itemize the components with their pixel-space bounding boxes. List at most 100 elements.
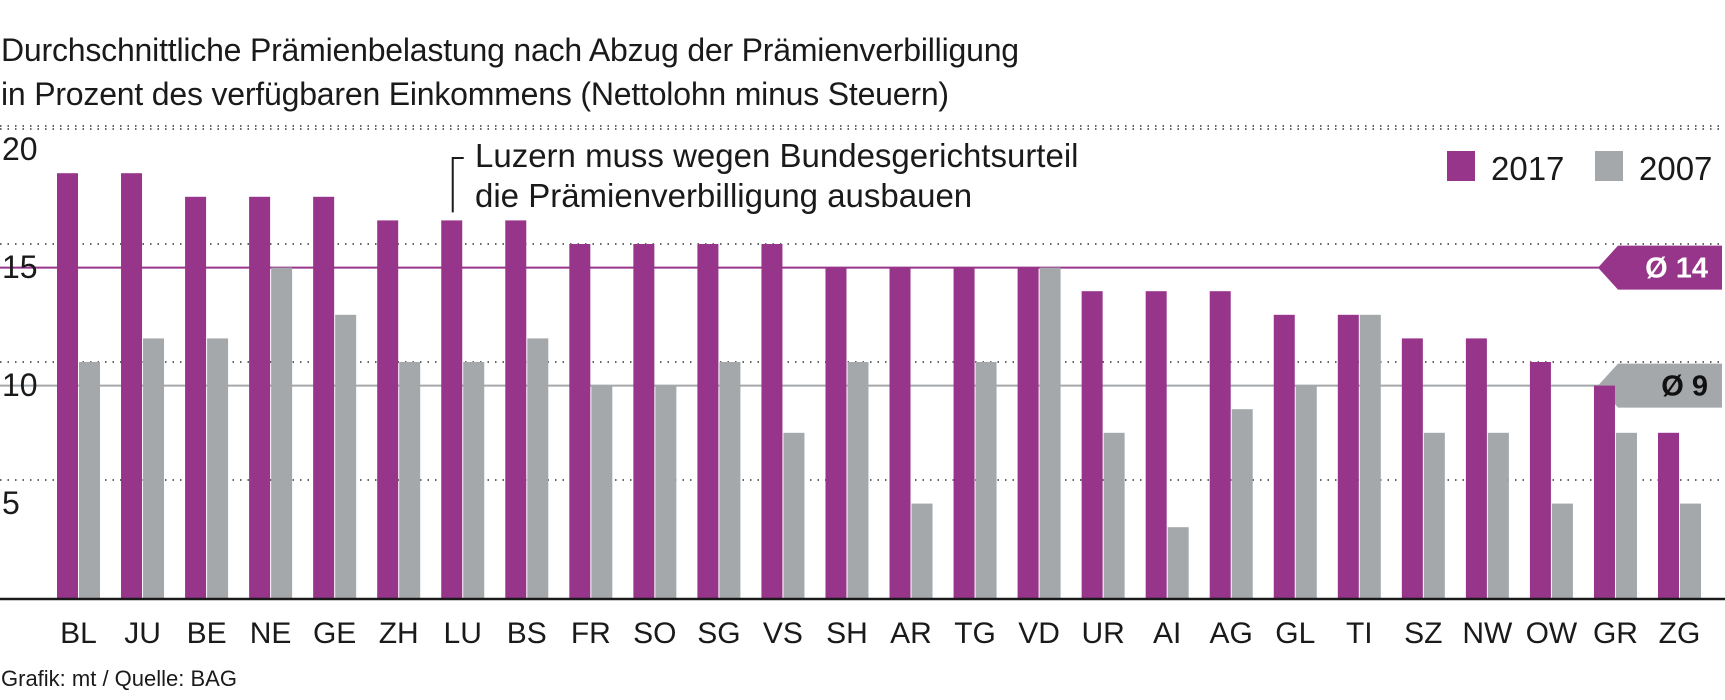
annotation-leader-line xyxy=(451,157,464,213)
bar-2017-BL xyxy=(57,173,78,598)
x-tick-label: GR xyxy=(1593,617,1638,650)
x-tick-label: UR xyxy=(1081,617,1124,650)
y-tick-label: 5 xyxy=(2,485,20,521)
average-label-2017: Ø 14 xyxy=(1645,253,1708,285)
annotation-text-line: die Prämienverbilligung ausbauen xyxy=(475,177,972,214)
bar-2017-BS xyxy=(505,220,527,598)
bar-2007-VD xyxy=(1039,267,1061,598)
bar-2007-SO xyxy=(655,385,677,598)
bar-2007-TG xyxy=(975,362,997,598)
x-tick-label: JU xyxy=(124,617,161,650)
bar-2007-UR xyxy=(1103,432,1125,598)
average-badge-2007 xyxy=(1598,363,1722,408)
bar-2017-VD xyxy=(1017,267,1039,598)
legend-label-2017: 2017 xyxy=(1491,150,1564,187)
bar-2017-AG xyxy=(1209,291,1231,598)
average-label-2007: Ø 9 xyxy=(1661,371,1708,403)
x-tick-label: NE xyxy=(250,617,292,650)
bar-2007-AR xyxy=(911,503,933,598)
bar-2017-VS xyxy=(761,244,783,598)
bar-2007-OW xyxy=(1551,503,1573,598)
bar-2007-AI xyxy=(1167,527,1189,598)
x-tick-label: BS xyxy=(507,617,547,650)
bar-2017-SH xyxy=(825,267,847,598)
bar-2007-ZH xyxy=(399,362,421,598)
bar-2007-SG xyxy=(719,362,741,598)
bar-2017-NW xyxy=(1465,338,1487,598)
bar-2017-NE xyxy=(249,196,271,599)
bar-2007-BS xyxy=(527,338,549,598)
bar-2007-VS xyxy=(783,432,805,598)
annotation-text-line: Luzern muss wegen Bundesgerichtsurteil xyxy=(475,137,1079,174)
bar-2007-FR xyxy=(591,385,613,598)
y-tick-label: 15 xyxy=(2,249,38,285)
bars xyxy=(57,173,1701,599)
x-tick-label: BL xyxy=(60,617,97,650)
bar-2017-BE xyxy=(185,196,207,599)
bar-2017-TG xyxy=(953,267,975,598)
x-tick-label: VS xyxy=(763,617,803,650)
bar-2007-NW xyxy=(1487,432,1509,598)
legend-swatch-2007 xyxy=(1595,151,1623,181)
bar-2007-NE xyxy=(271,267,293,598)
bar-2017-TI xyxy=(1337,314,1359,598)
chart-title: Durchschnittliche Prämienbelastung nach … xyxy=(1,28,1019,116)
x-tick-label: GE xyxy=(313,617,356,650)
x-tick-label: TI xyxy=(1346,617,1373,650)
legend-swatch-2017 xyxy=(1447,151,1475,181)
x-tick-label: SG xyxy=(697,617,740,650)
bar-2017-JU xyxy=(121,173,143,598)
x-tick-label: LU xyxy=(444,617,482,650)
bar-2017-AR xyxy=(889,267,911,598)
bar-2017-SO xyxy=(633,244,655,598)
legend-label-2007: 2007 xyxy=(1639,150,1712,187)
x-tick-label: OW xyxy=(1526,617,1578,650)
x-tick-label: SH xyxy=(826,617,868,650)
bar-2007-GR xyxy=(1615,432,1637,598)
bar-2017-FR xyxy=(569,244,591,598)
bar-2017-GL xyxy=(1273,314,1295,598)
bar-2017-GE xyxy=(313,196,335,599)
bar-2007-LU xyxy=(463,362,485,598)
bar-2007-TI xyxy=(1359,314,1381,598)
bar-2007-SZ xyxy=(1423,432,1445,598)
bar-2017-ZH xyxy=(377,220,399,598)
x-tick-label: SZ xyxy=(1404,617,1442,650)
x-tick-label: TG xyxy=(954,617,996,650)
labels: 5 10 15 20 BL JU BE NE GE ZH LU BS FR SO SG VS SH AR TG VD U… xyxy=(2,131,1712,650)
bar-2007-BL xyxy=(79,362,100,598)
x-tick-label: AG xyxy=(1210,617,1253,650)
bar-2017-UR xyxy=(1081,291,1103,598)
bar-2017-OW xyxy=(1529,362,1551,598)
y-tick-label: 10 xyxy=(2,367,38,403)
bar-2017-GR xyxy=(1593,385,1615,598)
bar-2007-JU xyxy=(143,338,165,598)
x-tick-label: AI xyxy=(1153,617,1181,650)
bar-2007-ZG xyxy=(1680,503,1701,598)
bar-2007-GE xyxy=(335,314,357,598)
bar-2007-SH xyxy=(847,362,869,598)
x-tick-label: GL xyxy=(1275,617,1315,650)
average-badge-2017 xyxy=(1598,245,1722,290)
x-tick-label: VD xyxy=(1018,617,1060,650)
x-tick-label: NW xyxy=(1462,617,1513,650)
title-line-1: Durchschnittliche Prämienbelastung nach … xyxy=(1,32,1019,68)
bar-2007-GL xyxy=(1295,385,1317,598)
y-tick-label: 20 xyxy=(2,131,38,167)
bar-2017-LU xyxy=(441,220,463,598)
x-tick-label: ZG xyxy=(1659,617,1701,650)
bar-2017-ZG xyxy=(1658,432,1679,598)
bar-2007-BE xyxy=(207,338,229,598)
bar-2007-AG xyxy=(1231,409,1253,598)
x-tick-label: ZH xyxy=(379,617,419,650)
x-tick-label: BE xyxy=(187,617,227,650)
bar-2017-SZ xyxy=(1401,338,1423,598)
source-note: Grafik: mt / Quelle: BAG xyxy=(1,666,237,691)
x-tick-label: FR xyxy=(571,617,611,650)
bar-2017-SG xyxy=(697,244,719,598)
x-tick-label: AR xyxy=(890,617,932,650)
bar-2017-AI xyxy=(1145,291,1167,598)
title-line-2: in Prozent des verfügbaren Einkommens (N… xyxy=(1,76,949,112)
x-tick-label: SO xyxy=(633,617,676,650)
